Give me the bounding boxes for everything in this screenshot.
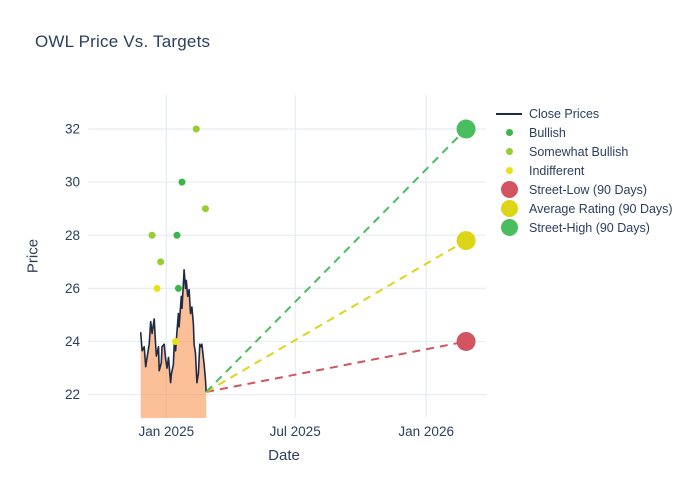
dot-swatch-icon: [494, 181, 524, 198]
street-high-swatch: [500, 219, 518, 236]
street-low-projection-line: [205, 340, 467, 393]
bullish-rating-dot: [174, 284, 182, 292]
x-tick-label: Jan 2026: [398, 424, 454, 439]
legend-label: Bullish: [529, 125, 566, 140]
line-swatch-icon: [494, 112, 524, 115]
chart-legend: Close Prices Bullish Somewhat Bullish Indif…: [494, 104, 673, 237]
dot-swatch-icon: [494, 219, 524, 236]
bullish-rating-dot: [178, 178, 186, 186]
close-line-swatch: [496, 112, 522, 115]
legend-item-indifferent[interactable]: Indifferent: [494, 161, 673, 180]
somewhat-bullish-swatch: [505, 148, 513, 155]
y-tick-label: 24: [65, 334, 81, 349]
y-axis-title: Price: [24, 238, 42, 274]
legend-item-somewhat-bullish[interactable]: Somewhat Bullish: [494, 142, 673, 161]
indifferent-rating-dot: [153, 284, 161, 292]
legend-label: Somewhat Bullish: [529, 144, 629, 159]
bullish-rating-dot: [173, 231, 181, 239]
y-tick-label: 28: [65, 228, 80, 243]
somewhat-bullish-rating-dot: [192, 125, 200, 133]
legend-item-street-high-90-days[interactable]: Street-High (90 Days): [494, 218, 673, 237]
close-price-line: [139, 269, 207, 393]
bullish-swatch: [505, 129, 513, 136]
average-rating-projection-line: [205, 239, 467, 393]
legend-label: Close Prices: [529, 106, 600, 121]
y-tick-label: 22: [65, 387, 80, 402]
x-axis-title: Date: [268, 447, 300, 464]
chart-title: OWL Price Vs. Targets: [35, 32, 211, 51]
y-tick-label: 30: [65, 175, 80, 190]
y-tick-label: 32: [65, 122, 80, 137]
somewhat-bullish-rating-dot: [157, 258, 165, 266]
legend-label: Indifferent: [529, 163, 585, 178]
indifferent-swatch: [505, 167, 513, 174]
x-tick-label: Jul 2025: [270, 424, 321, 439]
legend-label: Average Rating (90 Days): [529, 201, 673, 216]
legend-label: Street-High (90 Days): [529, 220, 650, 235]
legend-item-bullish[interactable]: Bullish: [494, 123, 673, 142]
legend-item-average-rating-90-days[interactable]: Average Rating (90 Days): [494, 199, 673, 218]
somewhat-bullish-rating-dot: [201, 205, 209, 213]
average-rating-swatch: [500, 200, 518, 217]
legend-label: Street-Low (90 Days): [529, 182, 648, 197]
x-tick-label: Jan 2025: [139, 424, 195, 439]
somewhat-bullish-rating-dot: [148, 231, 156, 239]
average-rating-target-dot: [456, 231, 476, 251]
y-tick-label: 26: [65, 281, 80, 296]
dot-swatch-icon: [494, 200, 524, 217]
dot-swatch-icon: [494, 167, 524, 174]
dot-swatch-icon: [494, 148, 524, 155]
street-high-projection-line: [205, 128, 467, 393]
legend-item-street-low-90-days[interactable]: Street-Low (90 Days): [494, 180, 673, 199]
dot-swatch-icon: [494, 129, 524, 136]
street-low-swatch: [500, 181, 518, 198]
street-high-target-dot: [456, 119, 476, 139]
legend-item-close-prices[interactable]: Close Prices: [494, 104, 673, 123]
street-low-target-dot: [456, 332, 476, 351]
indifferent-rating-dot: [172, 338, 180, 345]
